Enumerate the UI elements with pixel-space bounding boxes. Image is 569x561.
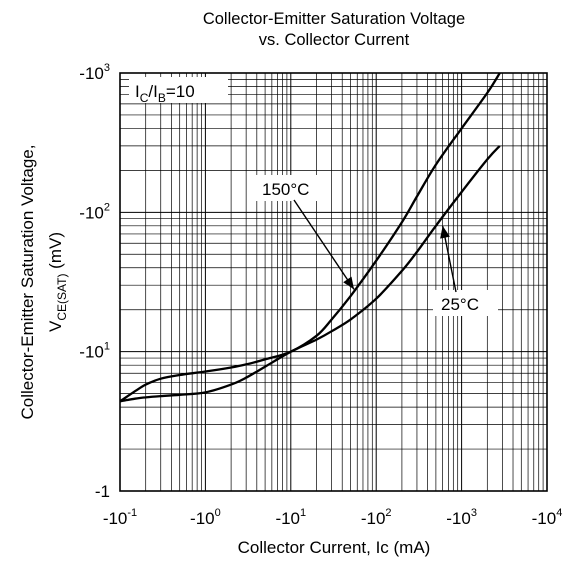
x-tick-label: -101 [275, 507, 306, 528]
x-tick-label: -103 [446, 507, 477, 528]
arrow-head [343, 276, 355, 290]
y-tick-label: -102 [79, 201, 110, 222]
x-tick-label: -104 [532, 507, 563, 528]
x-tick-label: -102 [361, 507, 392, 528]
y-tick-label: -1 [95, 482, 110, 501]
y-tick-label: -103 [79, 62, 110, 83]
grid [119, 72, 548, 492]
arrow-line [293, 199, 355, 290]
annotation-arrows [293, 199, 457, 293]
x-axis-label: Collector Current, Ic (mA) [238, 538, 431, 557]
y-tick-label: -101 [79, 341, 110, 362]
label-25c: 25°C [441, 295, 479, 314]
chart-subtitle: vs. Collector Current [259, 31, 410, 49]
svg-text:IC/IB=10: IC/IB=10 [135, 82, 195, 105]
chart-title: Collector-Emitter Saturation Voltage [203, 10, 465, 28]
y-axis-label-line1: Collector-Emitter Saturation Voltage, [18, 145, 37, 420]
x-axis-ticks: -10-1 -100 -101 -102 -103 -104 [103, 507, 563, 528]
y-axis-label: Collector-Emitter Saturation Voltage, VC… [18, 145, 69, 420]
series-line-1 [119, 145, 501, 403]
arrow-head [440, 225, 450, 239]
y-axis-ticks: -1 -101 -102 -103 [79, 62, 110, 501]
plot-frame [119, 72, 548, 492]
condition-label: IC/IB=10 [129, 77, 228, 105]
svg-text:VCE(SAT) (mV): VCE(SAT) (mV) [46, 232, 69, 332]
series-group [119, 72, 501, 403]
label-150c: 150°C [262, 180, 309, 199]
x-tick-label: -10-1 [103, 507, 137, 528]
x-tick-label: -100 [190, 507, 221, 528]
series-labels: 150°C 25°C [255, 175, 498, 316]
